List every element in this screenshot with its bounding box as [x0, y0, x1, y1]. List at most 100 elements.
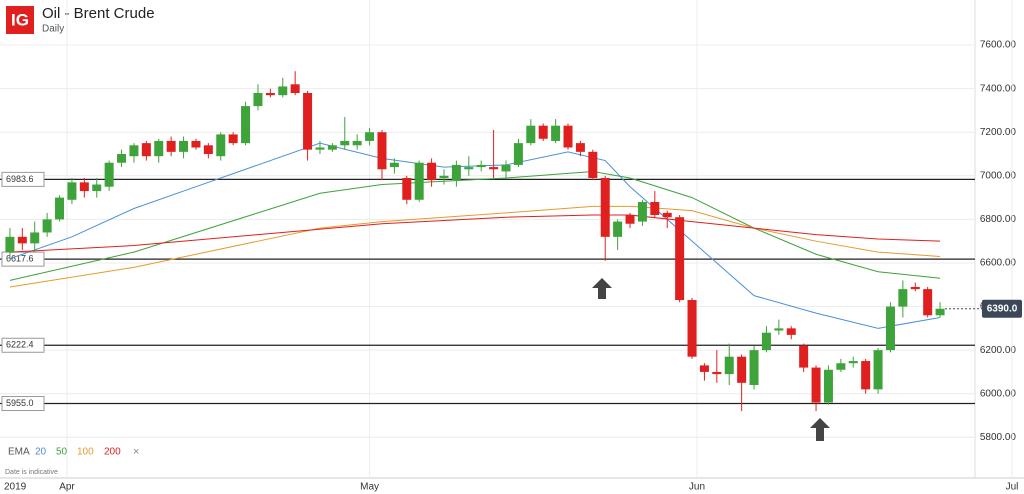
candle-body [600, 177, 610, 237]
candle-body [439, 175, 449, 178]
chart-subtitle: Daily [42, 24, 64, 35]
candle-body [414, 162, 424, 200]
y-tick-label: 6600.00 [980, 258, 1017, 269]
candle-body [92, 184, 102, 192]
candle-body [774, 328, 784, 331]
candle-body [650, 201, 660, 216]
logo-box [6, 6, 34, 34]
y-tick-label: 7600.00 [980, 40, 1017, 51]
candle-body [575, 143, 585, 152]
last-price-label: 6390.0 [987, 303, 1018, 314]
candle-body [848, 361, 858, 364]
candle-body [129, 145, 139, 157]
candle-body [179, 140, 189, 152]
candle-body [861, 361, 871, 390]
candle-body [203, 145, 213, 155]
candle-body [811, 367, 821, 403]
candle-body [724, 356, 734, 375]
candle-body [17, 236, 27, 244]
candle-body [104, 162, 114, 187]
candle-body [923, 289, 933, 316]
x-year-label: 2019 [4, 482, 27, 493]
candle-body [538, 125, 548, 139]
level-label: 6222.4 [6, 340, 34, 350]
candle-body [563, 125, 573, 148]
note: Date is indicative [5, 469, 58, 476]
candle-body [737, 356, 747, 383]
level-label-box [1, 251, 45, 267]
ema-line [9, 205, 941, 288]
candle-body [55, 197, 65, 220]
level-label: 6617.6 [6, 254, 34, 264]
candle-body [67, 182, 77, 200]
candle-body [662, 212, 672, 218]
candle-body [315, 147, 325, 150]
candle-body [265, 93, 275, 96]
candle-body [352, 140, 362, 146]
candle-body [761, 332, 771, 351]
candle-body [166, 140, 176, 152]
candle-body [464, 167, 474, 170]
candle-body [786, 328, 796, 335]
last-price-box [982, 299, 1022, 318]
candle-body [377, 132, 387, 170]
candle-body [79, 182, 89, 192]
legend-entry: 200 [104, 447, 121, 458]
candle-body [687, 300, 697, 357]
candle-body [228, 134, 238, 144]
level-label-box [1, 337, 45, 353]
candle-body [910, 286, 920, 290]
y-tick-label: 7200.00 [980, 127, 1017, 138]
legend-entry: 100 [77, 447, 94, 458]
candle-body [427, 162, 437, 181]
level-label-box [1, 396, 45, 412]
level-label: 5955.0 [6, 398, 34, 408]
candle-body [526, 125, 536, 144]
candle-body [551, 125, 561, 141]
arrow-up [810, 418, 830, 441]
y-tick-label: 7400.00 [980, 83, 1017, 94]
ema-line [9, 214, 941, 253]
candle-body [389, 162, 399, 168]
candle-body [476, 164, 486, 168]
candle-body [501, 164, 511, 172]
candle-body [873, 350, 883, 390]
candle-body [699, 365, 709, 372]
candle-body [340, 140, 350, 146]
x-tick-label: Jul [1006, 482, 1019, 493]
candle-body [823, 369, 833, 403]
candle-body [327, 145, 337, 150]
candle-body [5, 236, 15, 253]
logo: IG [11, 10, 29, 29]
candle-body [216, 134, 226, 157]
candle-body [935, 308, 945, 316]
candle-body [303, 93, 313, 150]
candle-body [402, 177, 412, 200]
candle-body [290, 84, 300, 94]
candle-body [799, 345, 809, 368]
candle-body [278, 86, 288, 96]
y-tick-label: 6000.00 [980, 388, 1017, 399]
candle-body [675, 217, 685, 301]
candle-body [141, 143, 151, 157]
x-tick-label: Jun [689, 482, 705, 493]
candle-body [489, 167, 499, 170]
candle-body [749, 350, 759, 386]
legend-entry: 20 [35, 447, 47, 458]
candle-body [241, 106, 251, 144]
candle-body [836, 363, 846, 370]
candle-body [154, 140, 164, 157]
candle-body [253, 93, 263, 107]
candle-body [885, 306, 895, 351]
arrow-up [592, 278, 612, 299]
x-tick-label: May [360, 482, 379, 493]
candle-body [898, 289, 908, 307]
candle-body [191, 140, 201, 148]
y-tick-label: 6800.00 [980, 214, 1017, 225]
level-label: 6983.6 [6, 174, 34, 184]
candle-body [625, 215, 635, 224]
chart-title: Oil - Brent Crude [42, 5, 155, 22]
